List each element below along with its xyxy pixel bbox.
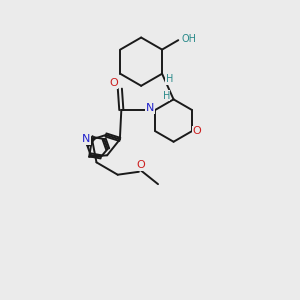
Text: N: N (82, 134, 90, 144)
Text: N: N (146, 103, 154, 113)
Text: O: O (109, 79, 118, 88)
Text: H: H (166, 74, 173, 84)
Text: H: H (163, 91, 170, 101)
Text: O: O (136, 160, 145, 170)
Text: OH: OH (182, 34, 197, 44)
Text: O: O (193, 126, 202, 136)
